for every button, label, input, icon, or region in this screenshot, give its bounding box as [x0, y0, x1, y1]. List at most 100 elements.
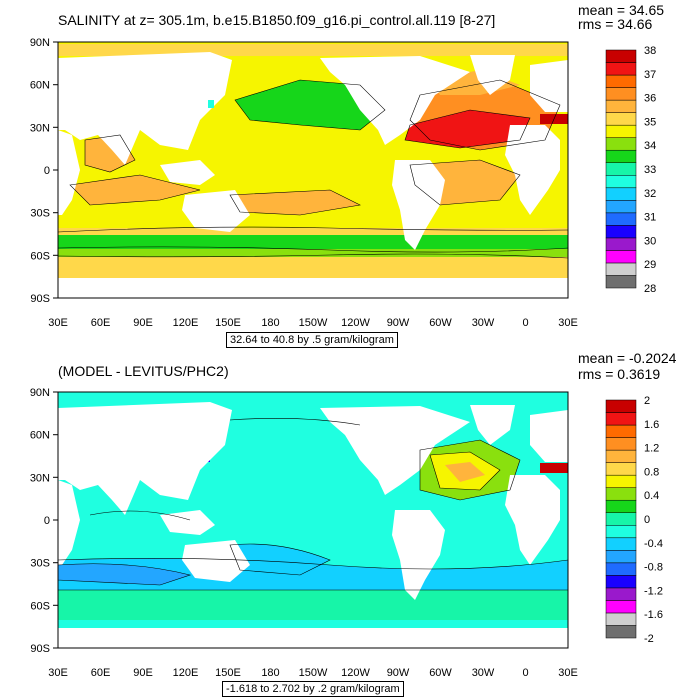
bottom-so-green — [58, 590, 568, 620]
colorbar-swatch-7 — [605, 537, 637, 551]
lon-label-3: 120E — [173, 317, 199, 329]
top-colorbar: 28 29 30 31 32 33 34 35 36 37 38 — [605, 45, 656, 295]
colorbar-swatch-18 — [605, 399, 637, 413]
top-band-southern-green — [58, 235, 568, 249]
top-panel-mean: mean = 34.65 — [578, 2, 665, 18]
lon-label-2: 90E — [133, 317, 153, 329]
colorbar-label-9: 1.6 — [644, 419, 659, 431]
colorbar-label-2: -1.2 — [644, 585, 663, 597]
colorbar-swatch-15 — [605, 437, 637, 451]
colorbar-label-9: 37 — [644, 69, 656, 81]
top-asia — [58, 52, 232, 165]
colorbar-label-3: -0.8 — [644, 562, 663, 574]
lon-label-2: 90E — [133, 667, 153, 679]
lat-label-3: 0 — [44, 515, 50, 527]
lon-label-0: 30E — [48, 317, 68, 329]
lon-label-5: 180 — [261, 317, 279, 329]
colorbar-label-7: 35 — [644, 116, 656, 128]
bottom-so-blue — [58, 563, 190, 585]
top-africa — [505, 125, 560, 215]
top-contours — [58, 79, 568, 259]
bottom-greenland — [470, 405, 515, 445]
lon-label-8: 90W — [387, 667, 410, 679]
lon-label-10: 30W — [472, 317, 495, 329]
bottom-indonesia — [160, 510, 215, 535]
bottom-panel-range-note: -1.618 to 2.702 by .2 gram/kilogram — [222, 681, 404, 697]
colorbar-label-8: 36 — [644, 93, 656, 105]
bottom-land — [58, 402, 568, 648]
bottom-lon-labels: 30E 60E 90E 120E 150E 180 150W 120W 90W 60W 30W 0 30… — [48, 667, 578, 679]
top-land — [58, 52, 568, 298]
bottom-panel-mean: mean = -0.2024 — [578, 350, 677, 366]
top-antarctica — [58, 278, 568, 298]
colorbar-swatch-16 — [605, 424, 637, 438]
top-panel-rms: rms = 34.66 — [578, 16, 653, 32]
top-band-3 — [58, 257, 568, 279]
top-map — [58, 42, 568, 298]
bottom-contours — [58, 418, 568, 591]
colorbar-swatch-9 — [605, 512, 637, 526]
top-indonesia — [160, 160, 215, 185]
top-north-america — [320, 56, 470, 145]
colorbar-label-10: 38 — [644, 45, 656, 57]
lon-label-4: 150E — [215, 317, 241, 329]
colorbar-swatch-11 — [605, 137, 637, 151]
top-africa-east — [58, 130, 80, 215]
lon-label-1: 60E — [91, 667, 111, 679]
top-south-america — [392, 160, 445, 250]
colorbar-swatch-1 — [605, 612, 637, 626]
top-band-2 — [58, 249, 568, 257]
lon-label-12: 30E — [558, 667, 578, 679]
lon-label-9: 60W — [429, 667, 452, 679]
bottom-south-america — [392, 510, 445, 600]
bottom-map — [58, 392, 568, 648]
lon-label-12: 30E — [558, 317, 578, 329]
top-natl-red — [405, 110, 530, 148]
top-spac-orange — [230, 190, 360, 215]
colorbar-swatch-13 — [605, 462, 637, 476]
colorbar-swatch-0 — [605, 625, 637, 639]
colorbar-swatch-14 — [605, 99, 637, 113]
colorbar-label-0: 28 — [644, 283, 656, 295]
lat-label-1: 60N — [30, 80, 50, 92]
lat-label-2: 30N — [30, 472, 50, 484]
lon-label-11: 0 — [522, 317, 528, 329]
lat-label-2: 30N — [30, 122, 50, 134]
bottom-panel-title: (MODEL - LEVITUS/PHC2) — [58, 363, 229, 379]
top-lon-labels: 30E 60E 90E 120E 150E 180 150W 120W 90W 60W 30W 0 30… — [48, 317, 578, 329]
bottom-panel-rms: rms = 0.3619 — [578, 366, 661, 382]
top-lat-labels: 90N 60N 30N 0 30S 60S 90S — [30, 37, 50, 305]
colorbar-label-6: 0.4 — [644, 490, 659, 502]
colorbar-swatch-9 — [605, 162, 637, 176]
colorbar-swatch-12 — [605, 474, 637, 488]
colorbar-label-10: 2 — [644, 395, 650, 407]
colorbar-label-3: 31 — [644, 212, 656, 224]
bottom-ticks — [53, 391, 58, 649]
colorbar-swatch-2 — [605, 250, 637, 264]
colorbar-swatch-8 — [605, 525, 637, 539]
colorbar-swatch-7 — [605, 187, 637, 201]
colorbar-swatch-6 — [605, 550, 637, 564]
bottom-antarctica — [58, 628, 568, 648]
colorbar-label-4: 32 — [644, 188, 656, 200]
bottom-australia — [182, 540, 250, 582]
colorbar-label-7: 0.8 — [644, 466, 659, 478]
colorbar-swatch-18 — [605, 49, 637, 63]
colorbar-swatch-5 — [605, 562, 637, 576]
colorbar-swatch-5 — [605, 212, 637, 226]
bottom-natl-orange — [445, 462, 485, 482]
colorbar-label-2: 30 — [644, 235, 656, 247]
top-japan-sea — [208, 100, 214, 108]
colorbar-swatch-3 — [605, 237, 637, 251]
lat-label-0: 90N — [30, 387, 50, 399]
colorbar-swatch-17 — [605, 412, 637, 426]
bottom-europe — [530, 410, 568, 462]
lat-label-5: 60S — [30, 600, 50, 612]
colorbar-label-0: -2 — [644, 633, 654, 645]
colorbar-swatch-2 — [605, 600, 637, 614]
bottom-med-red — [540, 463, 568, 473]
colorbar-swatch-6 — [605, 200, 637, 214]
lon-label-7: 120W — [341, 317, 370, 329]
colorbar-label-6: 34 — [644, 140, 656, 152]
